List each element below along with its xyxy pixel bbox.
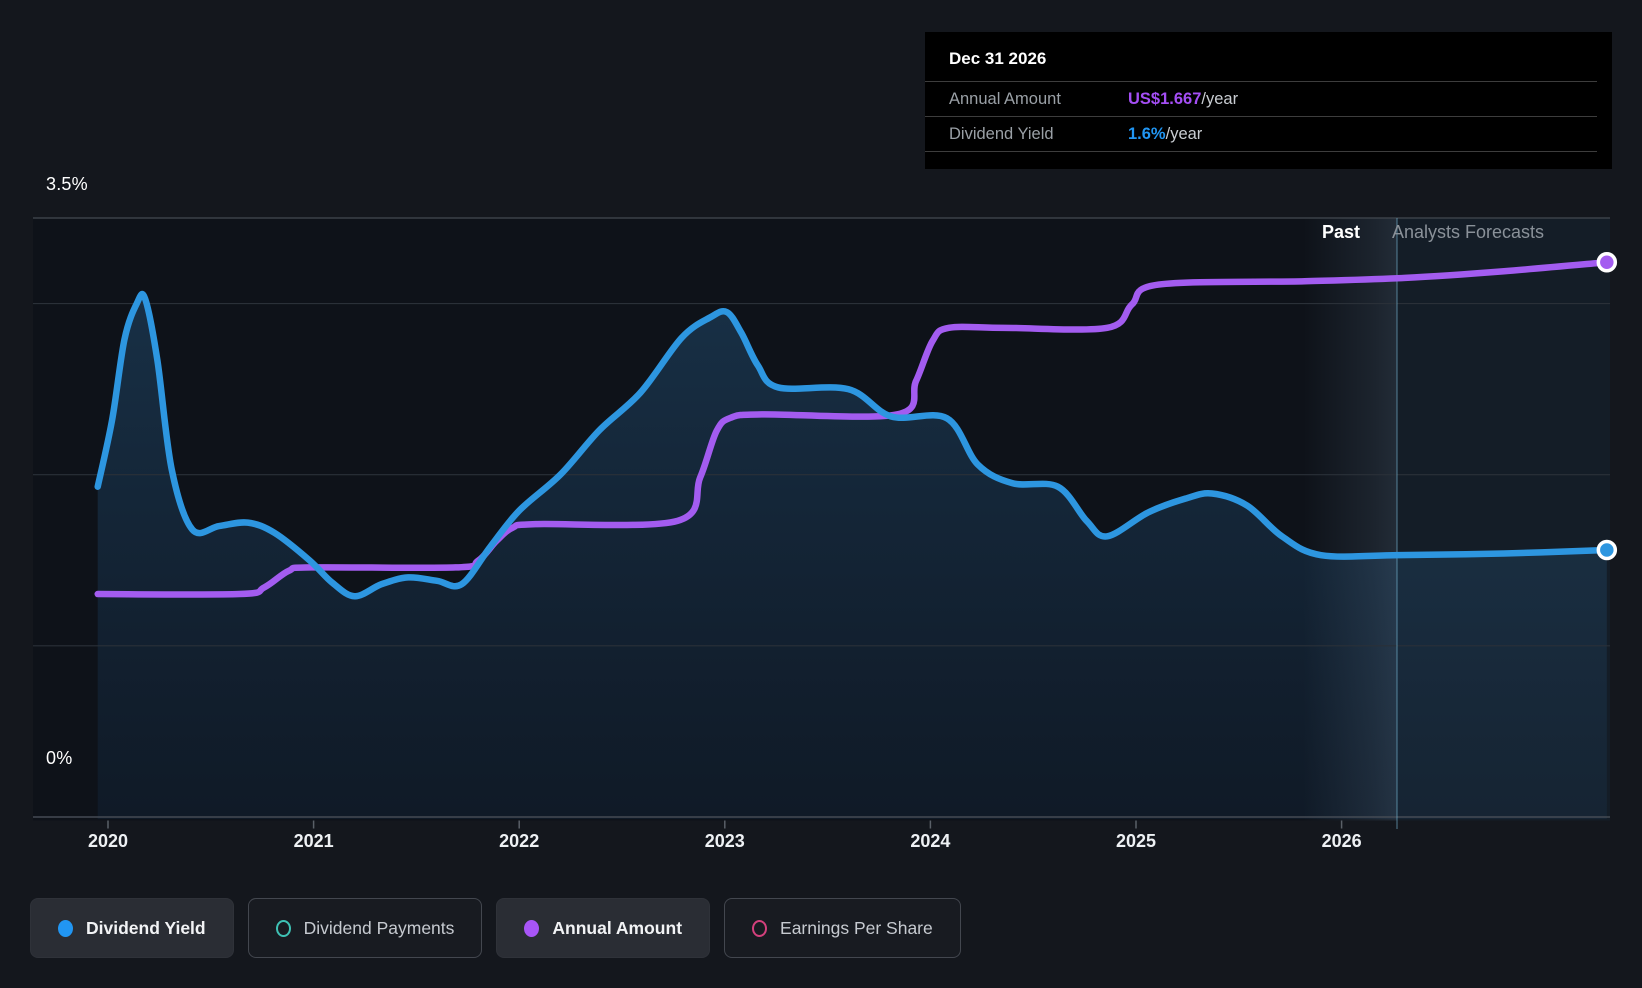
x-axis-label-2023: 2023 [704, 831, 745, 851]
x-axis-label-2022: 2022 [499, 831, 540, 851]
tooltip-date: Dec 31 2026 [925, 32, 1597, 82]
tooltip-row-dividend-yield: Dividend Yield 1.6% /year [925, 117, 1597, 152]
x-axis-label-2026: 2026 [1321, 831, 1362, 851]
legend-label: Dividend Yield [86, 917, 206, 938]
legend-dividend-yield[interactable]: Dividend Yield [30, 898, 234, 958]
earnings-per-share-ring-icon [752, 919, 768, 937]
x-axis-label-2021: 2021 [293, 831, 334, 851]
forecast-region [1397, 218, 1610, 821]
dividend-yield-line [94, 290, 1611, 600]
dividend-yield-endpoint-marker[interactable] [1596, 539, 1618, 561]
legend-annual-amount[interactable]: Annual Amount [496, 898, 711, 958]
tooltip-suffix: /year [1165, 124, 1203, 143]
legend-dividend-payments[interactable]: Dividend Payments [247, 898, 483, 958]
annual-amount-dot-icon [524, 919, 540, 937]
chart-tooltip: Dec 31 2026 Annual Amount US$1.667 /year… [925, 32, 1612, 169]
x-axis-label-2024: 2024 [910, 831, 951, 851]
annual-amount-endpoint-marker[interactable] [1596, 252, 1618, 273]
analysts-forecasts-label: Analysts Forecasts [1392, 222, 1545, 242]
tooltip-value: US$1.667 [1128, 89, 1202, 108]
tooltip-suffix: /year [1201, 89, 1239, 108]
x-axis-label-2025: 2025 [1115, 831, 1157, 851]
legend-earnings-per-share[interactable]: Earnings Per Share [724, 898, 961, 958]
x-axis-label-2020: 2020 [87, 831, 129, 851]
y-axis-zero-label: 0% [46, 748, 73, 768]
y-axis-max-label: 3.5% [46, 174, 88, 194]
legend: Dividend Yield Dividend Payments Annual Am… [30, 898, 961, 958]
legend-label: Earnings Per Share [780, 917, 933, 938]
dividend-yield-dot-icon [58, 919, 73, 937]
annual-amount-line [94, 259, 1611, 598]
past-label: Past [1321, 222, 1360, 242]
tooltip-label: Annual Amount [949, 89, 1061, 108]
tooltip-row-annual-amount: Annual Amount US$1.667 /year [925, 82, 1597, 117]
dividend-payments-ring-icon [275, 919, 291, 937]
tooltip-label: Dividend Yield [949, 124, 1054, 143]
dividend-yield-area [97, 294, 1607, 819]
tooltip-value: 1.6% [1128, 124, 1166, 143]
legend-label: Dividend Payments [303, 917, 455, 938]
forecast-gradient-band [1303, 218, 1397, 821]
legend-label: Annual Amount [552, 917, 683, 938]
